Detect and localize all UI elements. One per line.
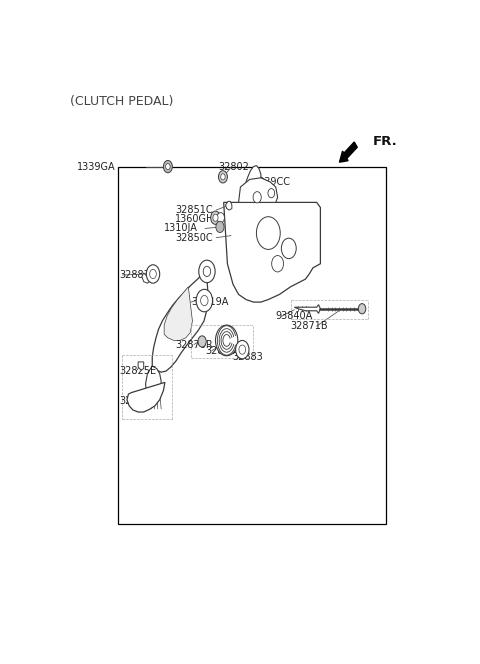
Polygon shape bbox=[145, 366, 161, 396]
Polygon shape bbox=[239, 178, 277, 203]
Circle shape bbox=[196, 290, 213, 312]
Text: 1339CC: 1339CC bbox=[253, 177, 291, 187]
Circle shape bbox=[216, 221, 224, 232]
Circle shape bbox=[150, 270, 156, 279]
Text: 1360GH: 1360GH bbox=[175, 214, 215, 224]
Text: 32819A: 32819A bbox=[191, 297, 228, 307]
Text: 1339GA: 1339GA bbox=[77, 161, 115, 171]
Text: 32802: 32802 bbox=[218, 161, 249, 171]
Polygon shape bbox=[142, 273, 152, 283]
Circle shape bbox=[221, 174, 225, 180]
Circle shape bbox=[163, 161, 172, 173]
Polygon shape bbox=[164, 287, 192, 341]
Polygon shape bbox=[246, 165, 261, 184]
Bar bbox=[118, 167, 385, 525]
Text: 32876R: 32876R bbox=[175, 339, 213, 349]
Circle shape bbox=[166, 163, 170, 170]
Circle shape bbox=[203, 266, 211, 276]
Text: 32825E: 32825E bbox=[120, 366, 156, 376]
Text: 32815A: 32815A bbox=[205, 346, 242, 356]
Polygon shape bbox=[152, 266, 208, 372]
Circle shape bbox=[217, 212, 225, 223]
Circle shape bbox=[268, 189, 275, 198]
Circle shape bbox=[211, 211, 220, 224]
Polygon shape bbox=[294, 305, 321, 313]
Circle shape bbox=[256, 216, 280, 250]
Circle shape bbox=[198, 336, 206, 347]
Circle shape bbox=[216, 325, 238, 356]
Polygon shape bbox=[226, 201, 232, 210]
Circle shape bbox=[218, 171, 228, 183]
Text: 32851C: 32851C bbox=[175, 205, 213, 215]
Text: 32850C: 32850C bbox=[175, 232, 213, 242]
Text: 32883: 32883 bbox=[120, 270, 150, 280]
Circle shape bbox=[253, 192, 261, 203]
Text: 32883: 32883 bbox=[232, 352, 263, 362]
Text: (CLUTCH PEDAL): (CLUTCH PEDAL) bbox=[71, 95, 174, 108]
Text: 32871B: 32871B bbox=[290, 321, 327, 331]
Circle shape bbox=[199, 260, 215, 283]
Circle shape bbox=[146, 265, 160, 283]
Circle shape bbox=[239, 345, 246, 354]
Circle shape bbox=[236, 341, 249, 359]
Text: 93840A: 93840A bbox=[276, 311, 313, 321]
Circle shape bbox=[359, 303, 366, 314]
Circle shape bbox=[201, 295, 208, 305]
Text: 32825: 32825 bbox=[120, 396, 151, 406]
Circle shape bbox=[213, 214, 218, 221]
Polygon shape bbox=[138, 362, 144, 370]
Text: 1310JA: 1310JA bbox=[164, 224, 198, 234]
Polygon shape bbox=[127, 382, 165, 412]
Polygon shape bbox=[224, 203, 321, 302]
Circle shape bbox=[281, 238, 296, 258]
Text: FR.: FR. bbox=[372, 135, 397, 147]
Circle shape bbox=[272, 256, 284, 272]
FancyArrow shape bbox=[339, 142, 357, 162]
